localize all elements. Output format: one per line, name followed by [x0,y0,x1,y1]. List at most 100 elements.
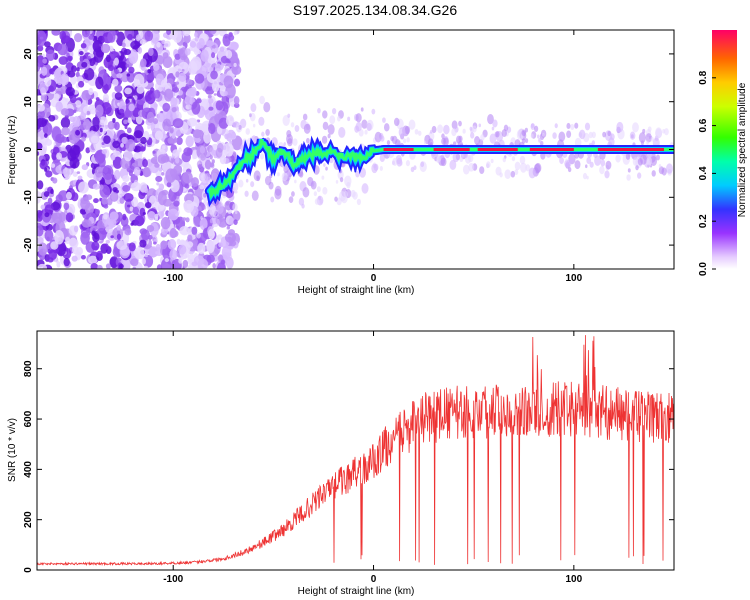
noise-blob [299,171,304,178]
noise-blob [200,216,203,220]
spectrogram-y-axis-label: Frequency (Hz) [7,116,18,185]
noise-blob [53,93,60,101]
noise-blob [123,148,133,162]
noise-blob [101,142,105,145]
noise-blob [169,127,174,134]
noise-blob [127,33,133,41]
noise-blob [103,204,109,209]
noise-blob [627,168,631,173]
noise-blob [86,55,91,60]
noise-blob [608,137,615,147]
noise-blob [158,167,163,172]
colorbar-tick-label: 0.0 [698,262,709,276]
noise-blob [103,243,109,250]
noise-blob [78,51,84,56]
noise-blob [143,265,149,269]
noise-blob [132,206,140,215]
noise-blob [228,150,233,157]
noise-blob [56,76,63,86]
noise-blob [650,155,657,166]
noise-blob [302,187,310,198]
noise-blob [286,129,292,138]
noise-blob [147,69,152,74]
noise-blob [37,225,44,237]
noise-blob [139,38,146,45]
noise-blob [56,261,61,268]
noise-blob [173,200,180,207]
noise-blob [37,142,43,151]
noise-blob [175,156,180,164]
noise-blob [209,218,214,224]
noise-blob [166,181,172,188]
noise-blob [290,122,295,128]
noise-blob [223,75,234,89]
noise-blob [206,254,215,263]
noise-blob [161,189,169,196]
noise-blob [154,130,164,141]
noise-blob [100,43,111,54]
noise-blob [313,191,318,197]
noise-blob [570,123,575,131]
noise-blob [133,130,143,139]
noise-blob [452,152,460,163]
noise-blob [441,133,445,139]
snr-axes: -100 0 100 0 200 400 600 800 [23,331,674,585]
noise-blob [233,62,237,67]
noise-blob [271,137,278,148]
noise-blob [171,84,176,88]
noise-blob [584,122,591,131]
noise-blob [541,132,545,137]
noise-blob [100,119,105,124]
noise-blob [225,256,234,269]
noise-blob [179,239,186,245]
noise-blob [231,131,237,140]
noise-blob [282,114,290,127]
noise-blob [213,93,217,96]
noise-blob [95,104,104,118]
noise-blob [171,106,177,113]
noise-blob [152,62,160,71]
noise-blob [489,133,497,144]
noise-blob [194,73,205,84]
noise-blob [104,219,115,230]
noise-blob [55,133,65,144]
noise-blob [42,58,48,64]
noise-blob [451,128,457,137]
noise-blob [58,211,67,222]
noise-blob [200,152,206,161]
noise-blob [261,131,265,137]
noise-blob [323,163,326,167]
noise-blob [185,135,194,148]
noise-blob [112,156,123,169]
noise-blob [228,217,235,225]
noise-blob [124,228,132,236]
noise-blob [211,80,220,93]
noise-blob [163,88,174,102]
noise-blob [139,146,146,152]
noise-blob [178,258,183,264]
noise-blob [209,147,215,155]
spectrogram-x-tick-label: 0 [371,273,377,284]
noise-blob [101,149,108,155]
noise-blob [514,161,521,171]
noise-blob [268,181,274,190]
noise-blob [329,115,336,125]
noise-blob [162,52,169,59]
noise-blob [318,195,322,201]
noise-blob [220,259,226,265]
noise-blob [379,166,383,171]
noise-blob [222,145,227,151]
noise-blob [538,137,542,143]
noise-blob [582,172,588,180]
noise-blob [91,230,96,237]
noise-blob [144,90,156,105]
noise-blob [558,131,566,142]
noise-blob [305,137,310,144]
noise-blob [105,239,110,244]
noise-blob [259,95,265,105]
noise-blob [666,163,673,174]
noise-blob [55,240,67,257]
noise-blob [142,254,154,268]
noise-blob [56,152,63,160]
noise-blob [37,151,40,156]
